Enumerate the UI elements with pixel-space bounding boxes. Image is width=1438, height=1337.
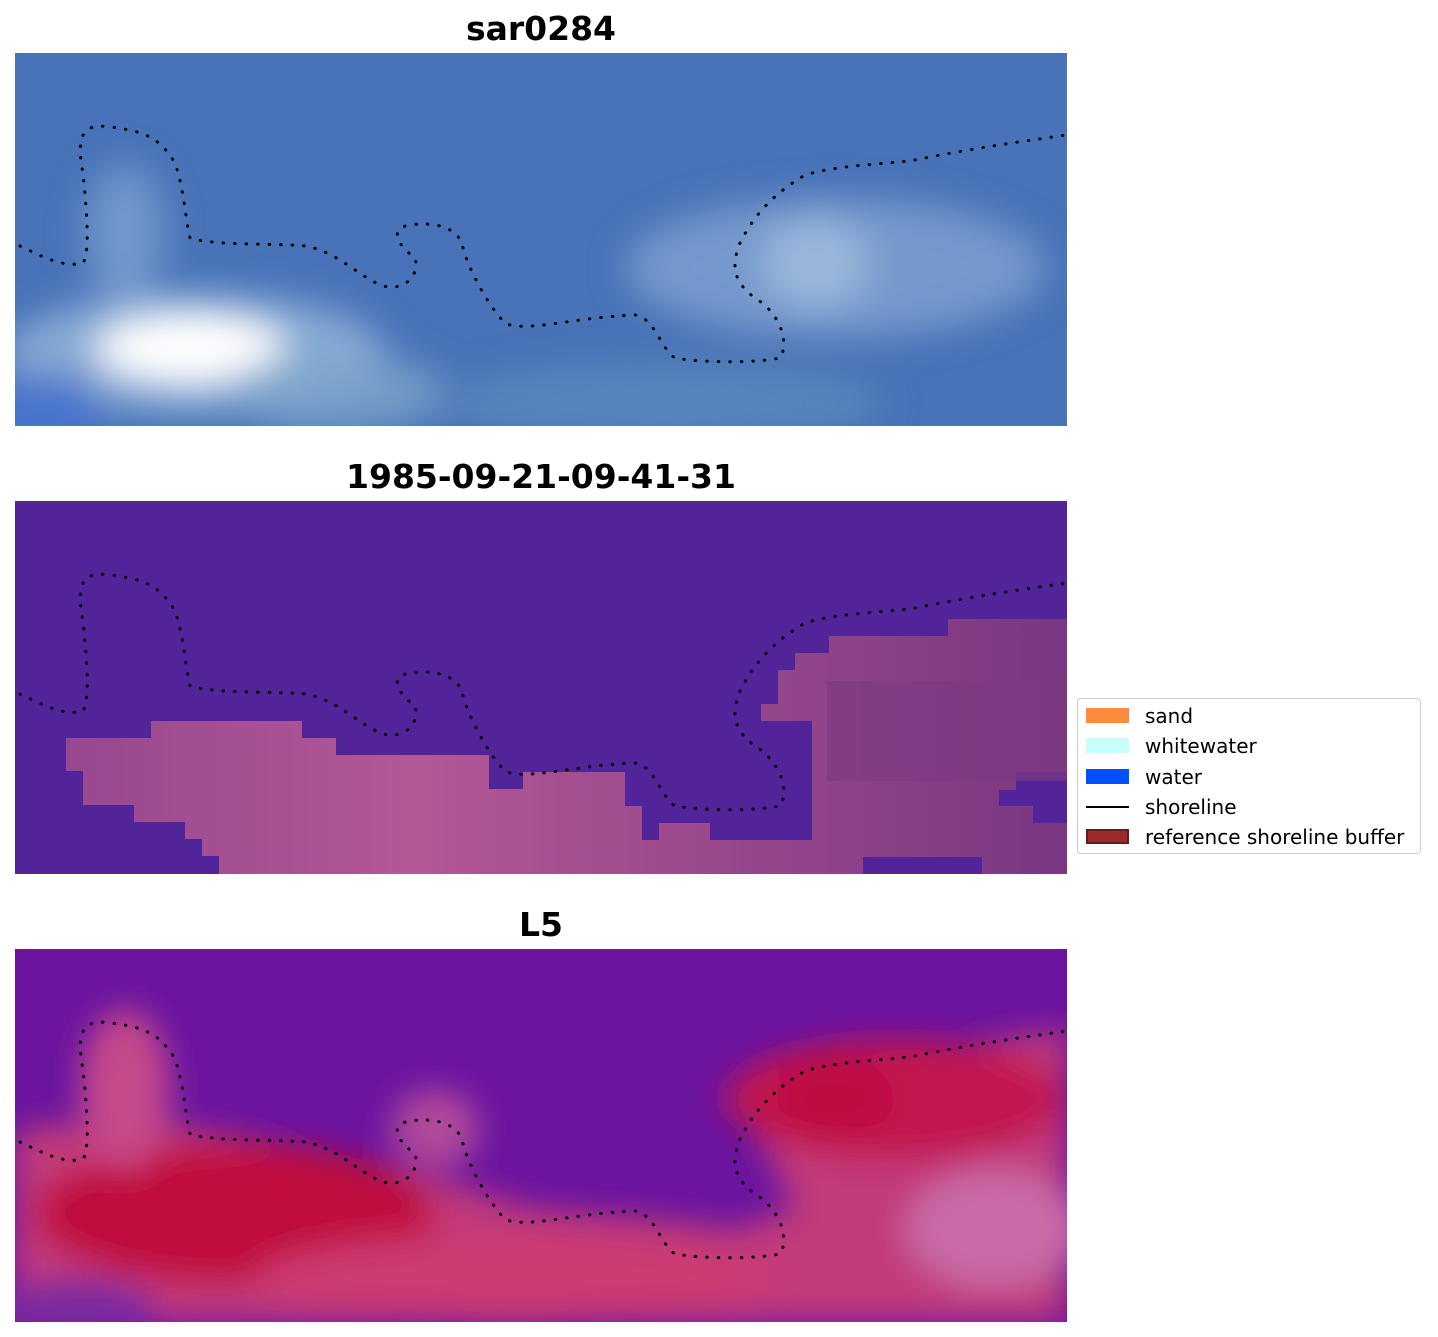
- water-swatch: [1086, 769, 1129, 784]
- sar-image: [15, 53, 1067, 426]
- l5-image: [15, 949, 1067, 1322]
- legend-item-shoreline: shoreline: [1086, 795, 1416, 819]
- legend-label-shoreline: shoreline: [1145, 795, 1237, 819]
- classified-image: [15, 501, 1067, 874]
- legend-label-reference-buffer: reference shoreline buffer: [1145, 825, 1405, 849]
- legend-item-whitewater: whitewater: [1086, 734, 1416, 758]
- legend-item-reference-buffer: reference shoreline buffer: [1086, 825, 1416, 849]
- legend-label-water: water: [1145, 765, 1202, 789]
- whitewater-swatch: [1086, 738, 1129, 753]
- legend-item-water: water: [1086, 765, 1416, 789]
- panel-title-l5: L5: [519, 905, 563, 944]
- legend-item-sand: sand: [1086, 704, 1416, 728]
- shoreline-line-swatch: [1086, 806, 1129, 808]
- panel-title-date: 1985-09-21-09-41-31: [346, 457, 736, 496]
- reference-buffer-swatch: [1086, 829, 1129, 844]
- l5-image-panel: [15, 949, 1067, 1322]
- panel-title-sar: sar0284: [465, 9, 617, 48]
- sar-image-panel: [15, 53, 1067, 426]
- classified-image-panel: [15, 501, 1067, 874]
- legend: sand whitewater water shoreline referenc…: [1077, 698, 1421, 854]
- sand-swatch: [1086, 708, 1129, 723]
- legend-label-whitewater: whitewater: [1145, 734, 1257, 758]
- legend-label-sand: sand: [1145, 704, 1194, 728]
